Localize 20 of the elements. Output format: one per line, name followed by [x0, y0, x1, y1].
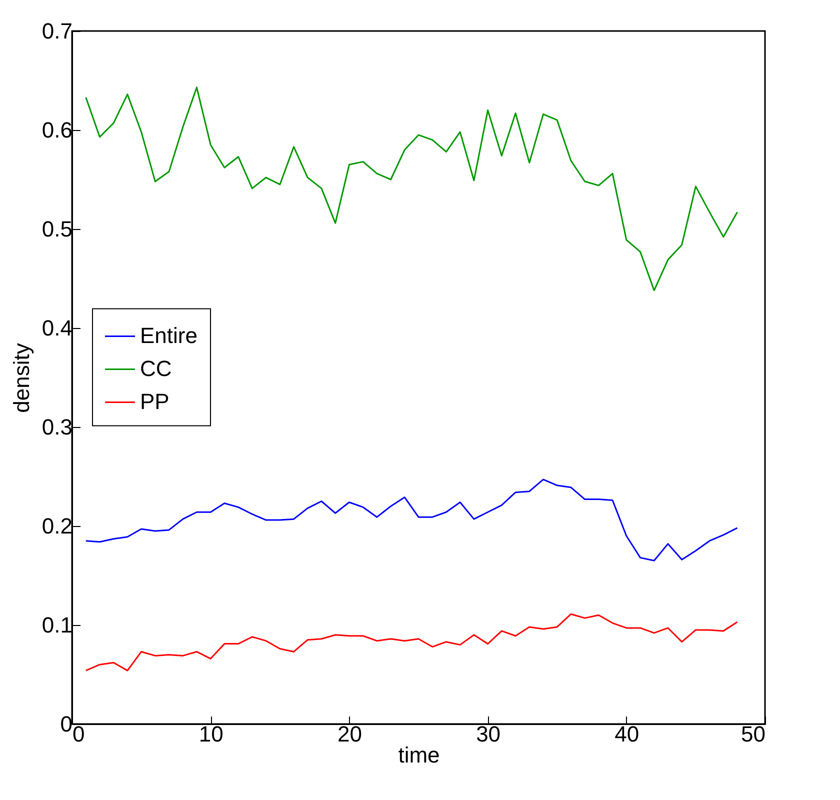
y-tick-label: 0.6 — [42, 118, 72, 142]
legend-label: Entire — [140, 323, 198, 348]
x-axis-title: time — [398, 742, 440, 768]
line-series — [85, 478, 738, 562]
x-tick-label: 20 — [337, 722, 362, 746]
y-axis-title: density — [8, 343, 34, 413]
legend-label: CC — [140, 356, 172, 382]
y-tick-label: 0.1 — [42, 612, 72, 638]
legend-label: PP — [140, 389, 170, 414]
x-tick-label: 30 — [476, 722, 501, 746]
line-series — [85, 613, 738, 672]
line-series — [85, 86, 738, 292]
y-tick-label: 0.3 — [42, 414, 72, 440]
y-tick-label: 0.2 — [42, 514, 72, 538]
y-tick-label: 0.7 — [42, 18, 72, 44]
x-tick-label: 50 — [741, 722, 766, 746]
x-tick-label: 40 — [614, 722, 640, 746]
y-tick-label: 0.4 — [42, 316, 72, 340]
x-tick-label: 10 — [198, 722, 224, 746]
y-tick-label: 0.5 — [42, 216, 72, 242]
